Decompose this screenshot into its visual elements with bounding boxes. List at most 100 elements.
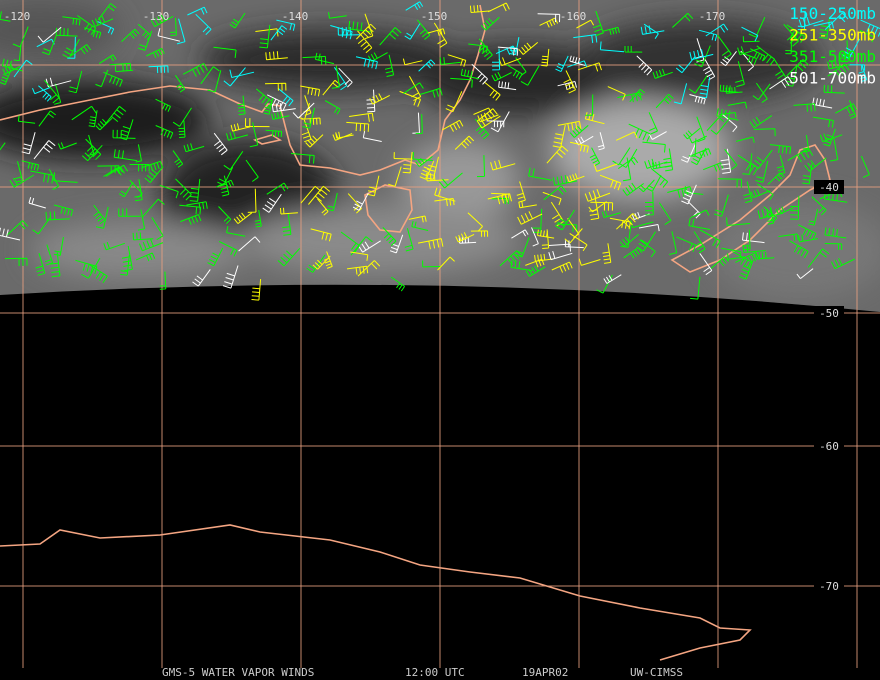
latitude-label-bg (814, 180, 844, 194)
wind-barb (639, 239, 656, 258)
wind-barb (736, 136, 755, 143)
wind-barb (50, 252, 61, 278)
wind-barb (566, 173, 585, 183)
wind-barb (569, 141, 589, 153)
wind-barb (756, 45, 775, 66)
wind-barb (778, 233, 799, 241)
wind-barb (802, 135, 810, 153)
wind-barb (823, 190, 848, 203)
wind-barb (419, 160, 435, 180)
wind-barb (352, 192, 369, 211)
wind-barb (138, 239, 164, 252)
wind-barb (672, 12, 694, 28)
wind-barb (796, 268, 814, 279)
wind-barb (652, 68, 673, 79)
longitude-label: -150 (421, 10, 448, 23)
wind-barb (517, 211, 543, 225)
wind-barb (12, 26, 29, 48)
wind-barb (98, 54, 117, 65)
wind-barb (335, 131, 354, 139)
wind-barb (393, 152, 413, 160)
wind-barb (439, 57, 461, 65)
wind-barb (646, 175, 662, 192)
wind-barb (300, 85, 321, 97)
wind-barb (755, 160, 769, 183)
wind-barb (389, 234, 404, 254)
wind-barb (114, 65, 134, 73)
wind-barb (640, 25, 665, 35)
wind-barb (569, 232, 588, 252)
wind-barb (308, 185, 331, 205)
australia-coast (0, 4, 486, 176)
wind-barb (103, 71, 123, 87)
wind-barb (442, 119, 464, 132)
wind-barb (824, 12, 849, 30)
wind-barb (437, 256, 455, 271)
wind-barb (636, 55, 653, 76)
wind-barb (690, 276, 701, 300)
wind-barb (13, 44, 22, 62)
wind-barb (367, 175, 380, 197)
wind-barb (812, 116, 834, 128)
wind-barb (302, 107, 315, 129)
wind-barb (590, 201, 614, 211)
wind-barb (597, 132, 605, 151)
wind-barb (379, 27, 402, 46)
latitude-label: -60 (819, 440, 839, 453)
wind-barb (271, 102, 296, 113)
wind-barb (408, 215, 427, 223)
wind-barb (651, 161, 672, 170)
wind-barb (499, 250, 523, 267)
wind-barb (477, 112, 499, 123)
wind-barb (742, 153, 753, 175)
wind-barb (213, 132, 228, 156)
wind-barb (172, 107, 192, 127)
wind-barb (748, 16, 766, 38)
longitude-label: -120 (4, 10, 31, 23)
wind-barb (262, 193, 282, 213)
wind-barb (739, 259, 754, 280)
wind-barb (14, 161, 23, 183)
wind-barb (218, 241, 238, 257)
wind-barb (97, 3, 117, 21)
longitude-label: -170 (699, 10, 726, 23)
wind-barb (216, 179, 234, 189)
wind-barb (266, 182, 289, 195)
wind-barb (798, 234, 818, 243)
wind-barb (624, 46, 643, 53)
wind-barb (129, 164, 150, 172)
wind-barb (551, 261, 573, 273)
wind-barb (277, 87, 294, 107)
wind-barb (752, 83, 771, 101)
wind-barb (480, 16, 500, 31)
wind-barb (403, 82, 424, 95)
wind-barb (255, 88, 273, 108)
wind-barb (121, 28, 140, 42)
wind-barb (827, 63, 850, 77)
wind-barb (699, 253, 713, 276)
footer-text: GMS-5 WATER VAPOR WINDS (162, 666, 314, 679)
wind-barb (819, 16, 831, 39)
wind-barb (638, 224, 660, 232)
wind-barb (698, 29, 718, 42)
wind-barb (119, 119, 134, 141)
wind-barb (192, 269, 211, 287)
wind-barb (542, 191, 562, 206)
wind-barb (603, 274, 622, 284)
wind-barb (650, 168, 669, 188)
wind-barb (83, 27, 102, 39)
wind-barb (539, 17, 559, 28)
wind-barb (251, 279, 262, 301)
wind-barb (642, 141, 666, 153)
wind-barb (469, 5, 491, 13)
wind-barb (200, 66, 220, 85)
wind-barb (813, 21, 834, 30)
wind-barb (142, 198, 165, 217)
wind-barb (518, 201, 537, 209)
wind-barb (643, 23, 659, 39)
wind-barb (44, 79, 60, 104)
wind-barb (567, 218, 580, 239)
wind-barb (454, 135, 475, 150)
wind-barb (617, 92, 642, 103)
